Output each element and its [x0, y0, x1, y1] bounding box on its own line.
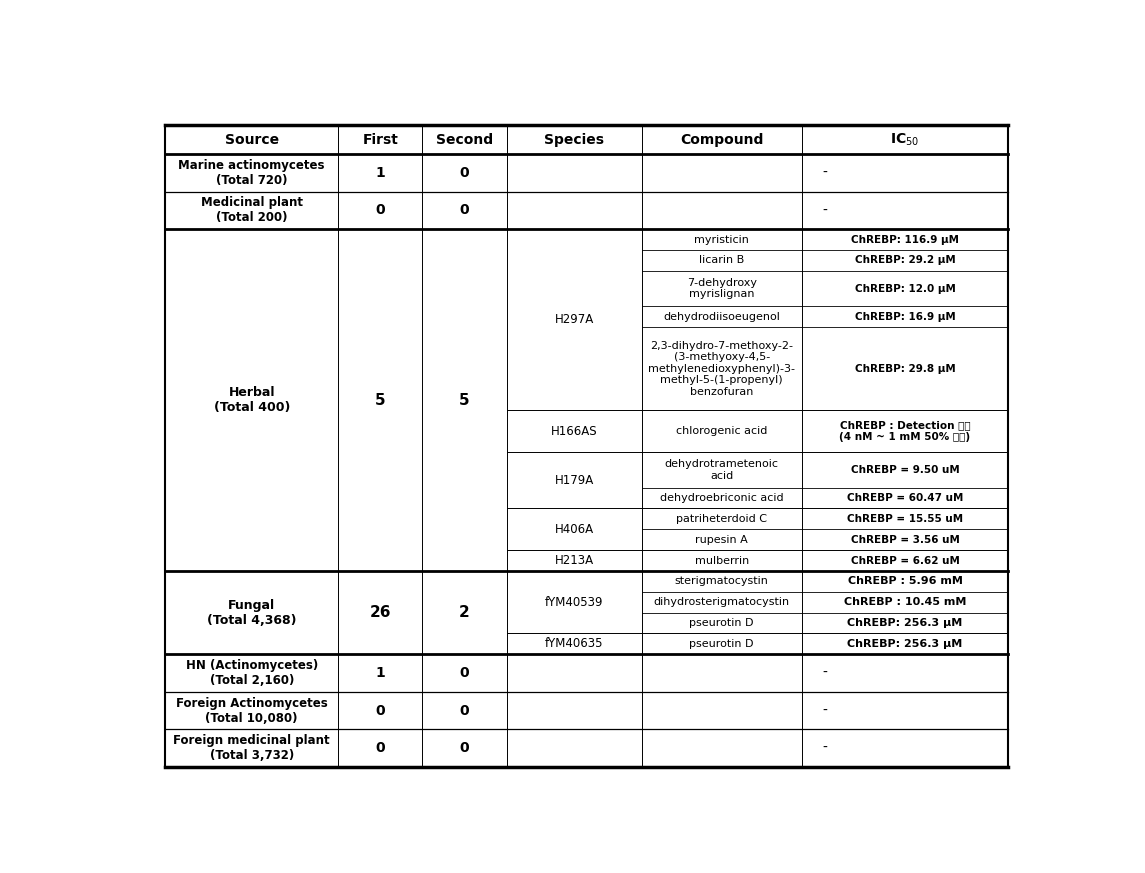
Text: pseurotin D: pseurotin D — [689, 639, 753, 649]
Text: ChREBP = 15.55 uM: ChREBP = 15.55 uM — [847, 514, 963, 524]
Text: 1: 1 — [376, 666, 385, 680]
Text: H179A: H179A — [554, 474, 594, 487]
Text: mulberrin: mulberrin — [695, 555, 749, 566]
Text: ChREBP: 29.8 μM: ChREBP: 29.8 μM — [854, 364, 955, 374]
Text: dihydrosterigmatocystin: dihydrosterigmatocystin — [654, 597, 790, 608]
Text: 0: 0 — [460, 203, 469, 217]
Text: 5: 5 — [459, 393, 469, 408]
Text: Source: Source — [224, 133, 278, 147]
Text: licarin B: licarin B — [700, 256, 744, 265]
Text: H213A: H213A — [554, 554, 594, 567]
Text: 0: 0 — [376, 203, 385, 217]
Text: 0: 0 — [376, 704, 385, 718]
Text: ChREBP = 60.47 uM: ChREBP = 60.47 uM — [847, 493, 963, 503]
Text: 0: 0 — [460, 704, 469, 718]
Text: 2,3-dihydro-7-methoxy-2-
(3-methyoxy-4,5-
methylenedioxyphenyl)-3-
methyl-5-(1-p: 2,3-dihydro-7-methoxy-2- (3-methyoxy-4,5… — [648, 340, 795, 397]
Text: dehydrodiisoeugenol: dehydrodiisoeugenol — [663, 312, 780, 321]
Text: sterigmatocystin: sterigmatocystin — [674, 576, 768, 587]
Text: patriheterdoid C: patriheterdoid C — [677, 514, 767, 524]
Text: 0: 0 — [376, 741, 385, 755]
Text: myristicin: myristicin — [694, 235, 749, 244]
Text: fYM40539: fYM40539 — [545, 595, 603, 608]
Text: 2: 2 — [459, 605, 469, 620]
Text: 0: 0 — [460, 166, 469, 180]
Text: First: First — [362, 133, 398, 147]
Text: dehydrotrametenoic
acid: dehydrotrametenoic acid — [665, 459, 779, 481]
Text: ChREBP: 29.2 μM: ChREBP: 29.2 μM — [854, 256, 955, 265]
Text: 7-dehydroxy
myrislignan: 7-dehydroxy myrislignan — [687, 278, 757, 299]
Text: Second: Second — [436, 133, 493, 147]
Text: Fungal
(Total 4,368): Fungal (Total 4,368) — [207, 599, 297, 627]
Text: -: - — [822, 741, 828, 755]
Text: ChREBP = 6.62 uM: ChREBP = 6.62 uM — [851, 555, 960, 566]
Text: ChREBP: 116.9 μM: ChREBP: 116.9 μM — [851, 235, 960, 244]
Text: HN (Actinomycetes)
(Total 2,160): HN (Actinomycetes) (Total 2,160) — [185, 659, 318, 687]
Text: -: - — [822, 166, 828, 180]
Text: 1: 1 — [376, 166, 385, 180]
Text: Foreign Actinomycetes
(Total 10,080): Foreign Actinomycetes (Total 10,080) — [176, 697, 327, 725]
Text: 0: 0 — [460, 666, 469, 680]
Text: ChREBP = 3.56 uM: ChREBP = 3.56 uM — [851, 534, 960, 545]
Text: 26: 26 — [370, 605, 392, 620]
Text: Medicinal plant
(Total 200): Medicinal plant (Total 200) — [200, 196, 302, 224]
Text: fYM40635: fYM40635 — [545, 637, 603, 650]
Text: 5: 5 — [374, 393, 386, 408]
Text: Herbal
(Total 400): Herbal (Total 400) — [213, 386, 290, 414]
Text: ChREBP : Detection 불가
(4 nM ~ 1 mM 50% 활성): ChREBP : Detection 불가 (4 nM ~ 1 mM 50% 활… — [839, 421, 971, 442]
Text: Foreign medicinal plant
(Total 3,732): Foreign medicinal plant (Total 3,732) — [173, 734, 330, 762]
Text: ChREBP: 256.3 μM: ChREBP: 256.3 μM — [847, 618, 963, 628]
Text: Species: Species — [544, 133, 605, 147]
Text: -: - — [822, 666, 828, 680]
Text: ChREBP : 5.96 mM: ChREBP : 5.96 mM — [847, 576, 963, 587]
Text: H166AS: H166AS — [551, 425, 598, 438]
Text: IC$_{50}$: IC$_{50}$ — [891, 131, 919, 148]
Text: ChREBP: 16.9 μM: ChREBP: 16.9 μM — [854, 312, 955, 321]
Text: 0: 0 — [460, 741, 469, 755]
Text: ChREBP: 12.0 μM: ChREBP: 12.0 μM — [854, 284, 955, 293]
Text: pseurotin D: pseurotin D — [689, 618, 753, 628]
Text: Marine actinomycetes
(Total 720): Marine actinomycetes (Total 720) — [179, 159, 325, 187]
Text: -: - — [822, 704, 828, 718]
Text: dehydroebriconic acid: dehydroebriconic acid — [660, 493, 783, 503]
Text: chlorogenic acid: chlorogenic acid — [676, 426, 767, 436]
Text: ChREBP : 10.45 mM: ChREBP : 10.45 mM — [844, 597, 966, 608]
Text: ChREBP = 9.50 uM: ChREBP = 9.50 uM — [851, 465, 960, 475]
Text: rupesin A: rupesin A — [695, 534, 748, 545]
Text: H406A: H406A — [554, 523, 594, 536]
Text: Compound: Compound — [680, 133, 764, 147]
Text: ChREBP: 256.3 μM: ChREBP: 256.3 μM — [847, 639, 963, 649]
Text: -: - — [822, 203, 828, 217]
Text: H297A: H297A — [554, 313, 594, 327]
